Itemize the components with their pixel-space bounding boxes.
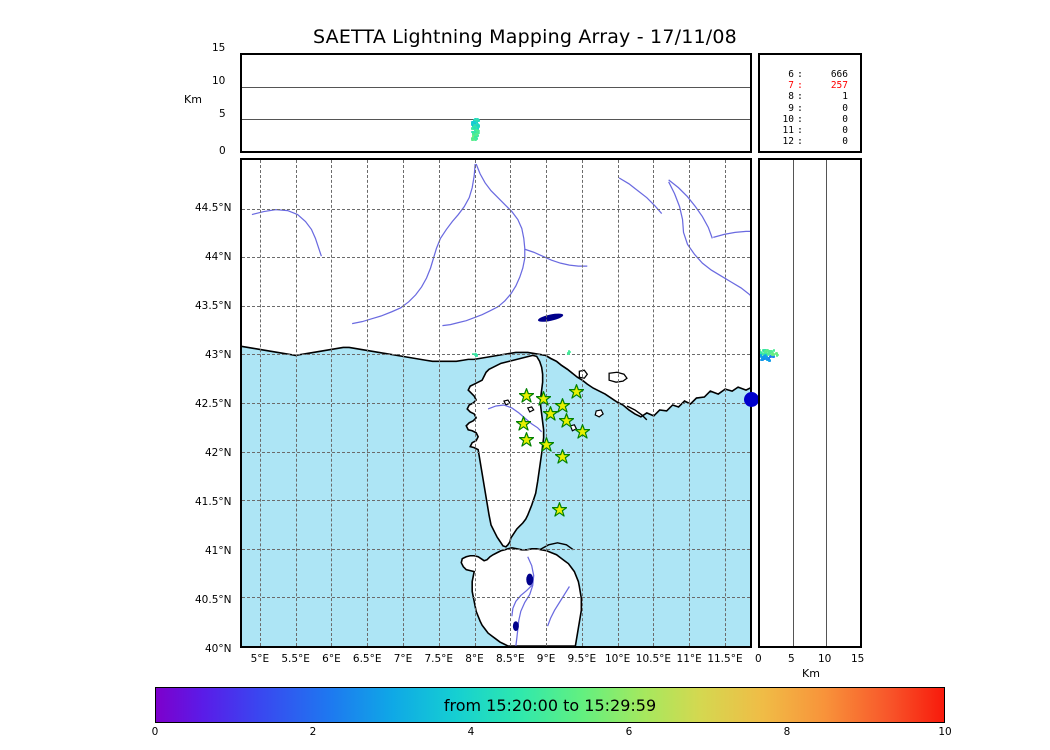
legend-value: 257 (806, 80, 848, 91)
lon-tick-85E: 8.5°E (496, 653, 525, 665)
legend-separator: : (794, 103, 806, 114)
right-xtick-15: 15 (851, 653, 864, 665)
right-xtick-0: 0 (755, 653, 762, 665)
lat-tick-41N: 41°N (205, 545, 231, 557)
legend-value: 0 (806, 114, 848, 125)
edge-marker-dot[interactable] (744, 392, 759, 407)
legend-value: 1 (806, 91, 848, 102)
lon-tick-10E: 10°E (605, 653, 630, 665)
latitude-vs-altitude-panel (758, 158, 862, 648)
lon-tick-115E: 11.5°E (707, 653, 742, 665)
data-point (772, 355, 775, 358)
legend-separator: : (794, 125, 806, 136)
lat-tick-41_5N: 41.5°N (195, 496, 231, 508)
lon-tick-105E: 10.5°E (636, 653, 671, 665)
lon-tick-9E: 9°E (537, 653, 556, 665)
legend-row-11: 11: 0 (768, 125, 856, 136)
top-panel-data-points (242, 55, 750, 151)
lat-tick-44_5N: 44.5°N (195, 202, 231, 214)
data-point (567, 352, 569, 354)
data-point (472, 353, 474, 355)
legend-row-6: 6: 666 (768, 69, 856, 80)
page-title: SAETTA Lightning Mapping Array - 17/11/0… (0, 26, 1050, 48)
legend-key: 7 (768, 80, 794, 91)
right-xtick-10: 10 (818, 653, 831, 665)
map-canvas[interactable] (242, 160, 750, 646)
right-panel-xlabel: Km (802, 667, 820, 680)
counts-legend-panel: 6:666 7:257 8:1 9:0 10:0 11:0 12:0 (758, 53, 862, 153)
lon-tick-7E: 7°E (394, 653, 413, 665)
data-point (477, 124, 480, 127)
colorbar-tick-8: 8 (784, 726, 791, 738)
altitude-vs-longitude-panel (240, 53, 752, 153)
legend-key: 12 (768, 136, 794, 147)
lat-tick-40_5N: 40.5°N (195, 594, 231, 606)
lon-tick-11E: 11°E (677, 653, 702, 665)
legend-key: 11 (768, 125, 794, 136)
map-data-points (242, 160, 750, 646)
lon-tick-65E: 6.5°E (353, 653, 382, 665)
lat-tick-43_5N: 43.5°N (195, 300, 231, 312)
data-point (568, 350, 570, 352)
legend-separator: : (794, 136, 806, 147)
legend-separator: : (794, 69, 806, 80)
data-point (766, 356, 769, 359)
lon-tick-8E: 8°E (465, 653, 484, 665)
lat-tick-42N: 42°N (205, 447, 231, 459)
legend-value: 0 (806, 103, 848, 114)
data-point (769, 350, 772, 353)
colorbar-tick-0: 0 (152, 726, 159, 738)
top-ytick-0: 0 (219, 145, 226, 157)
data-point (769, 355, 772, 358)
legend-row-12: 12: 0 (768, 136, 856, 147)
colorbar-tick-6: 6 (626, 726, 633, 738)
legend-value: 0 (806, 136, 848, 147)
legend-row-10: 10:0 (768, 114, 856, 125)
colorbar-caption: from 15:20:00 to 15:29:59 (155, 687, 945, 723)
top-ytick-10: 10 (212, 75, 225, 87)
data-point (473, 121, 476, 124)
legend-row-list: 6: 666 7: 257 8: 1 9: 0 10: 0 11: 0 12: 0 (768, 69, 856, 147)
colorbar-tick-10: 10 (938, 726, 951, 738)
lon-tick-5E: 5°E (251, 653, 270, 665)
legend-key: 10 (768, 114, 794, 125)
lon-tick-75E: 7.5°E (424, 653, 453, 665)
colorbar-tick-4: 4 (468, 726, 475, 738)
top-ytick-5: 5 (219, 108, 226, 120)
lon-tick-6E: 6°E (322, 653, 341, 665)
right-panel-data-points (760, 160, 860, 646)
colorbar-tick-2: 2 (310, 726, 317, 738)
lat-tick-42_5N: 42.5°N (195, 398, 231, 410)
legend-separator: : (794, 80, 806, 91)
legend-value: 666 (806, 69, 848, 80)
lat-tick-40N: 40°N (205, 643, 231, 655)
legend-key: 6 (768, 69, 794, 80)
legend-row-8: 8:1 (768, 91, 856, 102)
top-panel-ylabel: Km (184, 93, 202, 106)
legend-key: 8 (768, 91, 794, 102)
map-panel[interactable] (240, 158, 752, 648)
lat-tick-43N: 43°N (205, 349, 231, 361)
legend-key: 9 (768, 103, 794, 114)
legend-value: 0 (806, 125, 848, 136)
data-point (771, 353, 774, 356)
data-point (776, 354, 779, 357)
legend-separator: : (794, 114, 806, 125)
top-ytick-15: 15 (212, 42, 225, 54)
legend-row-9: 9: 0 (768, 103, 856, 114)
legend-separator: : (794, 91, 806, 102)
lon-tick-55E: 5.5°E (281, 653, 310, 665)
data-point (474, 139, 477, 142)
lon-tick-95E: 9.5°E (568, 653, 597, 665)
legend-row-7: 7:257 (768, 80, 856, 91)
lat-tick-44N: 44°N (205, 251, 231, 263)
right-xtick-5: 5 (788, 653, 795, 665)
